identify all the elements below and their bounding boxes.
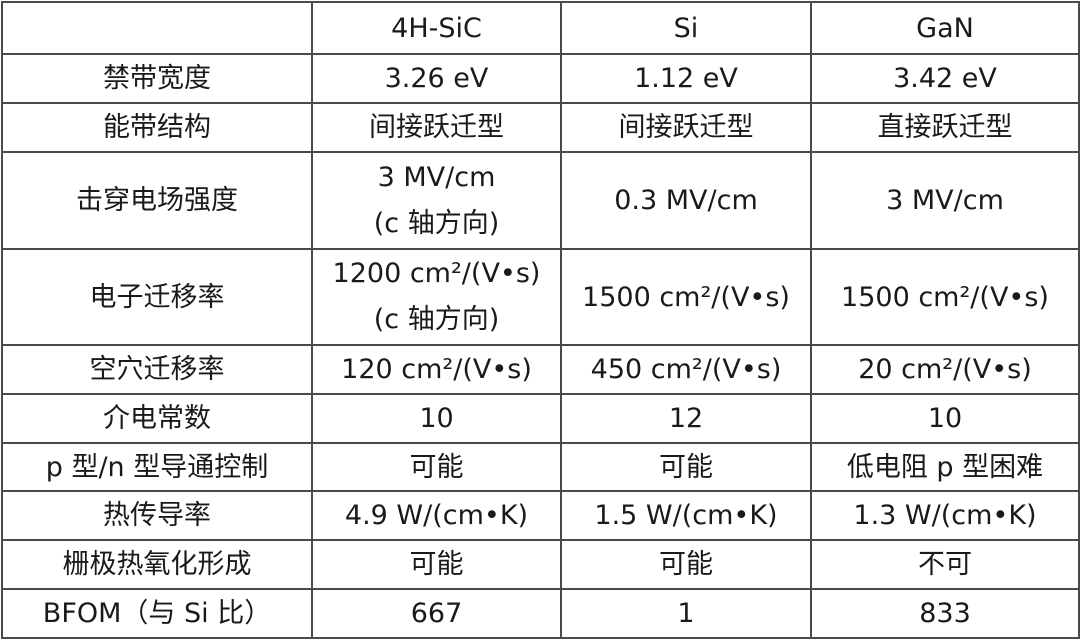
table-cell: 直接跃迁型 <box>810 102 1080 153</box>
cell-line: 833 <box>919 598 971 629</box>
cell-line: 4.9 W/(cm•K) <box>344 500 529 531</box>
cell-line: (c 轴方向) <box>373 207 500 239</box>
table-cell: 间接跃迁型 <box>560 102 812 153</box>
table-cell: 可能 <box>560 539 812 590</box>
table-row: 能带结构 间接跃迁型 间接跃迁型 直接跃迁型 <box>1 102 1080 153</box>
header-row: 4H-SiC Si GaN <box>1 1 1080 55</box>
table-cell: 1500 cm²/(V•s) <box>810 248 1080 346</box>
table-cell: 667 <box>311 588 562 639</box>
table-cell: 可能 <box>311 442 562 492</box>
table-row: 介电常数 10 12 10 <box>1 393 1080 444</box>
table-row: BFOM（与 Si 比） 667 1 833 <box>1 588 1080 639</box>
table-cell: 10 <box>810 393 1080 444</box>
table-row: 禁带宽度 3.26 eV 1.12 eV 3.42 eV <box>1 53 1080 104</box>
table-cell: 10 <box>311 393 562 444</box>
table-cell: 不可 <box>810 539 1080 590</box>
cell-line: 低电阻 p 型困难 <box>846 451 1044 483</box>
row-label: BFOM（与 Si 比） <box>1 588 313 639</box>
header-cell-empty <box>1 1 313 55</box>
cell-line: 直接跃迁型 <box>877 112 1013 143</box>
table-cell: 12 <box>560 393 812 444</box>
cell-line: 间接跃迁型 <box>369 112 504 143</box>
table-cell: 1 <box>560 588 812 639</box>
table-cell: 3.26 eV <box>311 53 562 104</box>
table-cell: 120 cm²/(V•s) <box>311 344 562 395</box>
cell-line: 3.42 eV <box>893 63 997 94</box>
cell-line: 间接跃迁型 <box>618 112 754 143</box>
cell-line: 可能 <box>409 451 464 483</box>
row-label: 电子迁移率 <box>1 248 313 346</box>
table-row: 空穴迁移率 120 cm²/(V•s) 450 cm²/(V•s) 20 cm²/(V… <box>1 344 1080 395</box>
row-label: p 型/n 型导通控制 <box>1 442 313 492</box>
cell-line: 10 <box>927 403 963 434</box>
cell-line: 12 <box>668 403 704 434</box>
cell-line: 可能 <box>409 549 464 580</box>
table-row: 电子迁移率 1200 cm²/(V•s) (c 轴方向) 1500 cm²/(V•s)… <box>1 248 1080 346</box>
table-cell: 4.9 W/(cm•K) <box>311 490 562 541</box>
table-cell: 1.5 W/(cm•K) <box>560 490 812 541</box>
cell-line: 1200 cm²/(V•s) <box>332 258 541 289</box>
cell-line: 1.5 W/(cm•K) <box>594 500 778 531</box>
cell-line: 1.12 eV <box>634 63 738 94</box>
cell-line: 可能 <box>659 451 713 483</box>
table-row: 栅极热氧化形成 可能 可能 不可 <box>1 539 1080 590</box>
row-label: 空穴迁移率 <box>1 344 313 395</box>
table-cell: 450 cm²/(V•s) <box>560 344 812 395</box>
row-label: 禁带宽度 <box>1 53 313 104</box>
header-cell-gan: GaN <box>810 1 1080 55</box>
table-cell: 1.3 W/(cm•K) <box>810 490 1080 541</box>
table-cell: 可能 <box>311 539 562 590</box>
cell-line: 20 cm²/(V•s) <box>858 354 1032 385</box>
table-row: p 型/n 型导通控制 可能 可能 低电阻 p 型困难 <box>1 442 1080 492</box>
table-cell: 可能 <box>560 442 812 492</box>
table-cell: 间接跃迁型 <box>311 102 562 153</box>
table-cell: 833 <box>810 588 1080 639</box>
cell-line: 1.3 W/(cm•K) <box>853 500 1037 531</box>
table-cell: 3 MV/cm <box>810 151 1080 250</box>
cell-line: 可能 <box>659 549 713 580</box>
cell-line: 120 cm²/(V•s) <box>341 354 532 385</box>
table-cell: 20 cm²/(V•s) <box>810 344 1080 395</box>
cell-line: 667 <box>410 598 463 629</box>
row-label: 栅极热氧化形成 <box>1 539 313 590</box>
cell-line: 0.3 MV/cm <box>614 185 758 216</box>
table-cell: 1200 cm²/(V•s) (c 轴方向) <box>311 248 562 346</box>
cell-line: 10 <box>419 403 454 434</box>
table-cell: 低电阻 p 型困难 <box>810 442 1080 492</box>
row-label: 击穿电场强度 <box>1 151 313 250</box>
table-cell: 0.3 MV/cm <box>560 151 812 250</box>
table-row: 热传导率 4.9 W/(cm•K) 1.5 W/(cm•K) 1.3 W/(cm•K) <box>1 490 1080 541</box>
table-cell: 1.12 eV <box>560 53 812 104</box>
table-row: 击穿电场强度 3 MV/cm (c 轴方向) 0.3 MV/cm 3 MV/cm <box>1 151 1080 250</box>
row-label: 热传导率 <box>1 490 313 541</box>
cell-line: 3 MV/cm <box>886 185 1004 216</box>
cell-line: 1500 cm²/(V•s) <box>582 281 790 313</box>
table-cell: 3.42 eV <box>810 53 1080 104</box>
cell-line: 不可 <box>918 549 972 580</box>
cell-line: (c 轴方向) <box>373 304 500 335</box>
table-cell: 3 MV/cm (c 轴方向) <box>311 151 562 250</box>
row-label: 介电常数 <box>1 393 313 444</box>
header-cell-4h-sic: 4H-SiC <box>311 1 562 55</box>
header-cell-si: Si <box>560 1 812 55</box>
cell-line: 3.26 eV <box>384 63 489 94</box>
cell-line: 3 MV/cm <box>377 161 496 193</box>
cell-line: 1 <box>677 598 695 629</box>
cell-line: 450 cm²/(V•s) <box>590 354 782 385</box>
cell-line: 1500 cm²/(V•s) <box>841 281 1049 313</box>
row-label: 能带结构 <box>1 102 313 153</box>
table-cell: 1500 cm²/(V•s) <box>560 248 812 346</box>
